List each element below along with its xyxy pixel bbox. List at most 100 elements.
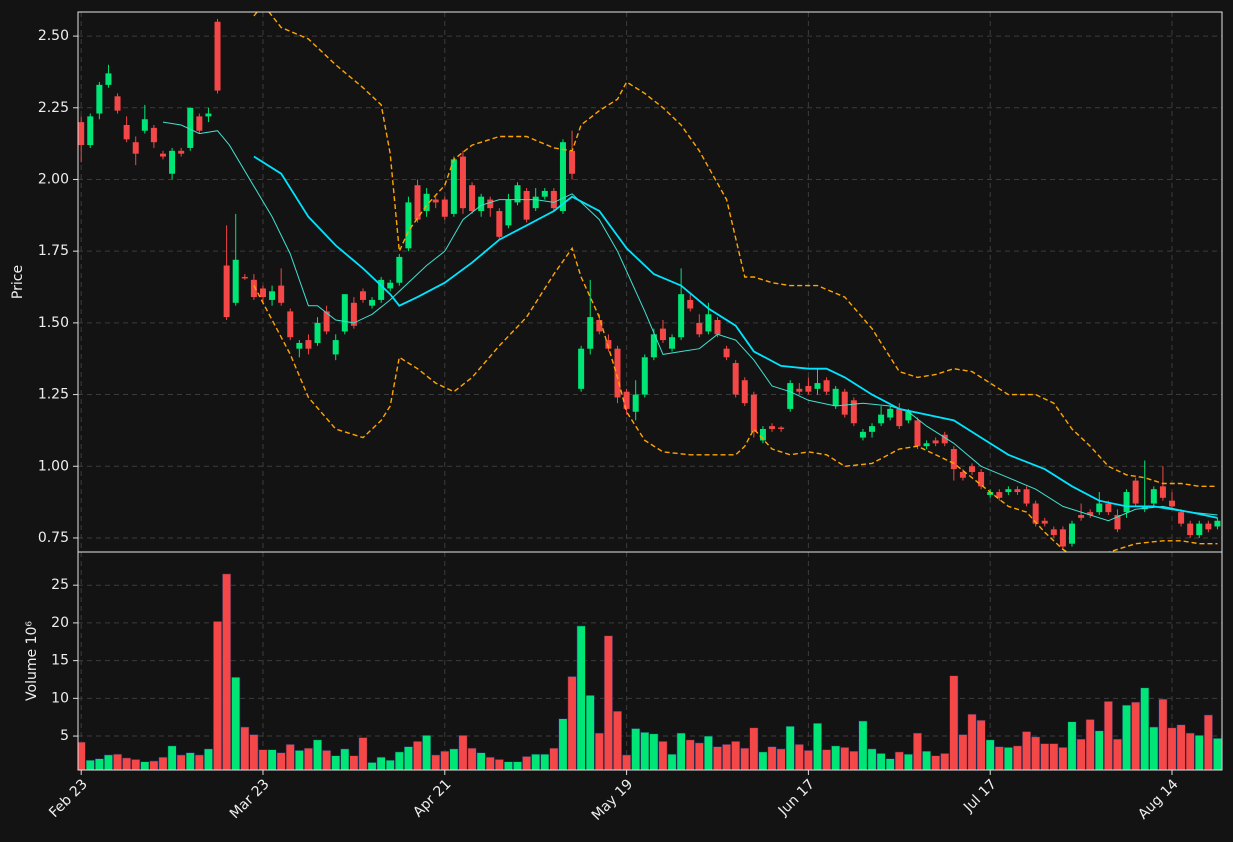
y-tick-label: 20 xyxy=(51,615,69,631)
candle-body xyxy=(632,394,639,412)
candle-body xyxy=(559,142,566,212)
candle-body xyxy=(896,408,903,427)
candle-body xyxy=(496,211,503,237)
volume-bar xyxy=(785,725,795,770)
candle-body xyxy=(169,150,176,174)
candle-body xyxy=(323,311,330,332)
candle-body xyxy=(287,311,294,338)
volume-bar xyxy=(949,675,959,770)
volume-bar xyxy=(758,751,768,770)
candle-body xyxy=(587,317,594,349)
volume-bar xyxy=(203,748,213,770)
candle-body xyxy=(159,153,166,157)
candle-body xyxy=(378,279,385,300)
candle-body xyxy=(750,394,757,432)
candle-body xyxy=(141,119,148,131)
volume-bar xyxy=(1122,704,1132,770)
candle-body xyxy=(814,383,821,389)
candle-body xyxy=(669,337,676,349)
volume-bar xyxy=(1112,738,1122,770)
candle-body xyxy=(459,156,466,209)
volume-bar xyxy=(413,741,423,770)
volume-bar xyxy=(103,754,113,770)
candle-body xyxy=(150,127,157,143)
volume-bar xyxy=(158,756,168,770)
volume-bar xyxy=(494,759,504,770)
candle-body xyxy=(850,400,857,424)
candle-body xyxy=(841,391,848,415)
volume-bar xyxy=(376,756,386,770)
candle-body xyxy=(114,96,121,111)
candle-body xyxy=(687,299,694,309)
volume-bar xyxy=(1031,736,1041,770)
candle-body xyxy=(869,426,876,432)
y-tick-label: 1.25 xyxy=(38,387,69,403)
volume-bar xyxy=(131,759,141,770)
volume-bar xyxy=(812,722,822,770)
volume-bar xyxy=(1040,743,1050,770)
volume-bar xyxy=(1140,687,1150,770)
candle-body xyxy=(678,294,685,338)
volume-bar xyxy=(467,747,477,770)
candle-body xyxy=(350,302,357,326)
candle-body xyxy=(1214,520,1221,527)
candle-body xyxy=(223,265,230,318)
volume-bar xyxy=(703,735,713,770)
candle-body xyxy=(650,334,657,358)
candle-body xyxy=(432,199,439,203)
volume-bar xyxy=(676,732,686,770)
volume-bar xyxy=(885,758,895,770)
candle-body xyxy=(1187,523,1194,536)
candle-body xyxy=(778,427,785,429)
volume-bar xyxy=(931,755,941,770)
volume-bar xyxy=(385,759,395,770)
volume-bar xyxy=(1167,727,1177,770)
candle-body xyxy=(996,492,1003,498)
volume-bar xyxy=(776,748,786,770)
candle-body xyxy=(1169,500,1176,507)
volume-bar xyxy=(967,713,977,770)
y-tick-label: 5 xyxy=(60,728,69,744)
volume-bar xyxy=(712,746,722,770)
candle-body xyxy=(878,414,885,424)
candle-body xyxy=(923,443,930,447)
candle-body xyxy=(278,285,285,303)
volume-bar xyxy=(331,755,341,770)
candle-body xyxy=(641,357,648,395)
candle-body xyxy=(1041,520,1048,524)
candle-body xyxy=(1150,489,1157,504)
volume-bar xyxy=(1203,714,1213,770)
candle-body xyxy=(1087,512,1094,516)
candle-body xyxy=(523,190,530,220)
candle-body xyxy=(250,279,257,298)
candle-body xyxy=(578,348,585,389)
volume-bar xyxy=(613,710,623,770)
candle-body xyxy=(1196,523,1203,536)
y-tick-label: 10 xyxy=(51,690,69,706)
volume-bar xyxy=(585,695,595,770)
candle-body xyxy=(232,259,239,303)
volume-bar xyxy=(322,750,332,770)
volume-bar xyxy=(394,751,404,770)
volume-bar xyxy=(849,750,859,770)
candle-body xyxy=(1069,523,1076,544)
volume-bar xyxy=(731,741,741,770)
volume-bar xyxy=(958,734,968,770)
candle-body xyxy=(1159,486,1166,498)
y-tick-label: 25 xyxy=(51,577,69,593)
volume-bar xyxy=(240,726,250,770)
candle-body xyxy=(269,291,276,300)
candle-body xyxy=(1059,529,1066,547)
candle-body xyxy=(1096,503,1103,513)
candle-body xyxy=(532,196,539,209)
volume-bar xyxy=(740,747,750,770)
candle-body xyxy=(950,449,957,470)
volume-bar xyxy=(622,754,632,770)
volume-bar xyxy=(222,573,232,770)
volume-bar xyxy=(1058,747,1068,770)
volume-bar xyxy=(649,733,659,770)
candle-body xyxy=(396,256,403,283)
candle-body xyxy=(1105,503,1112,513)
candle-body xyxy=(941,434,948,444)
